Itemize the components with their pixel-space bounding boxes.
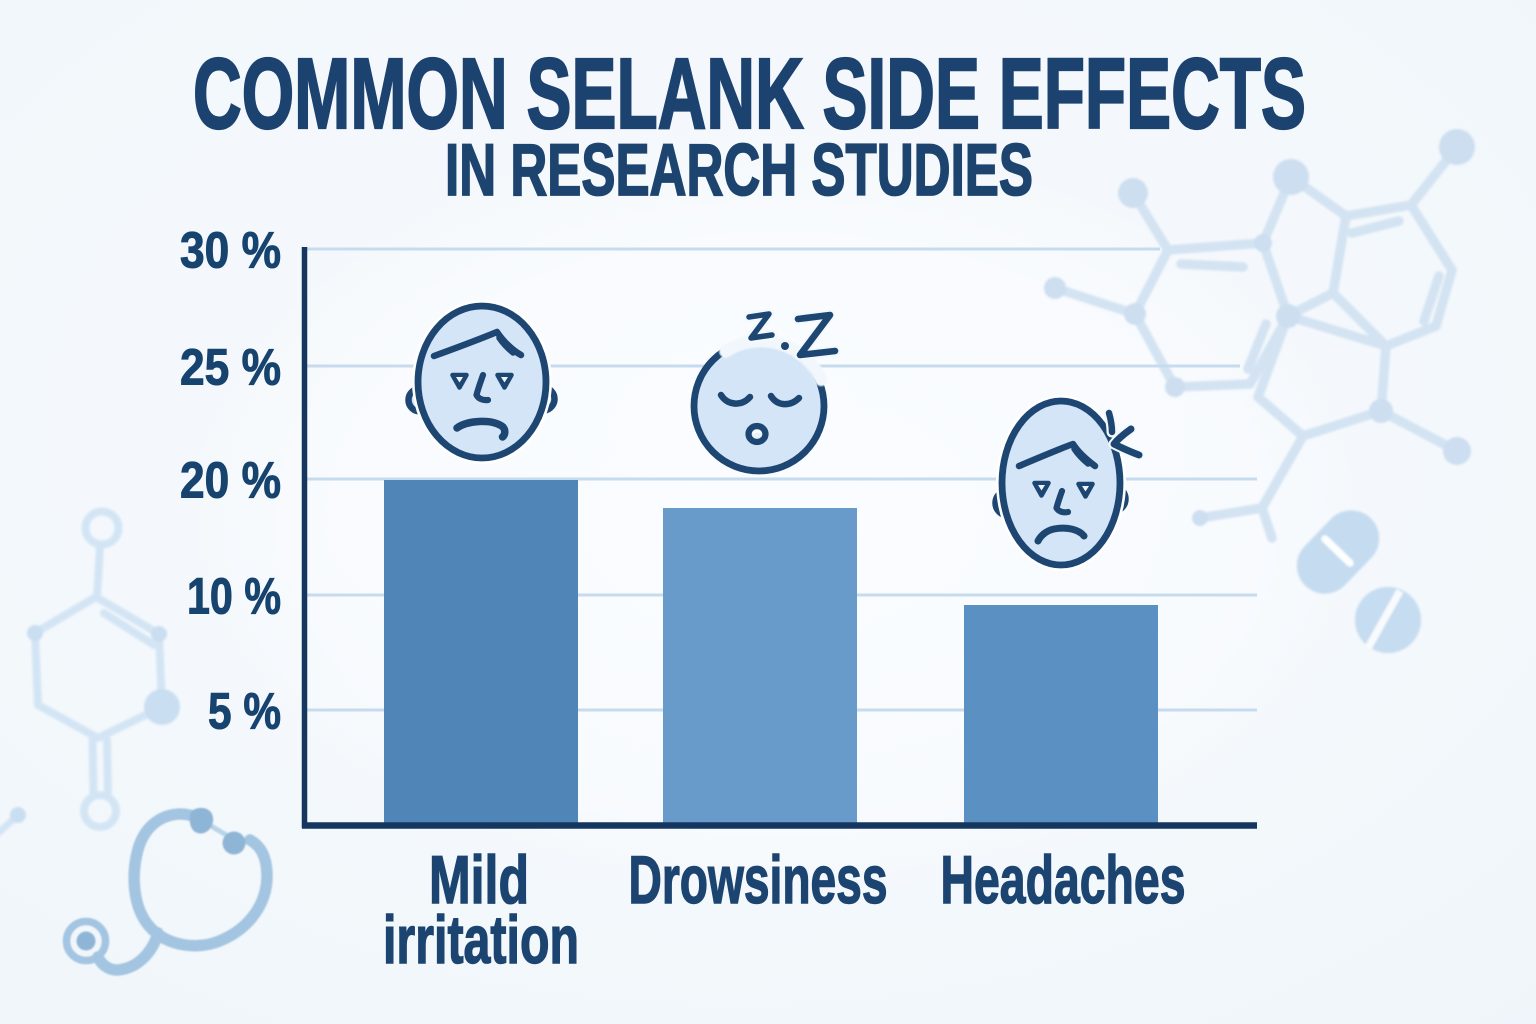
svg-text:Headaches: Headaches — [941, 842, 1186, 918]
svg-text:IN RESEARCH STUDIES: IN RESEARCH STUDIES — [445, 130, 1033, 211]
svg-text:30 %: 30 % — [180, 222, 281, 279]
svg-text:irritation: irritation — [383, 902, 579, 978]
svg-text:Mild: Mild — [429, 842, 529, 918]
svg-text:10 %: 10 % — [187, 568, 281, 625]
svg-text:20 %: 20 % — [180, 452, 281, 509]
svg-text:Drowsiness: Drowsiness — [629, 842, 888, 918]
svg-text:COMMON SELANK SIDE EFFECTS: COMMON SELANK SIDE EFFECTS — [193, 38, 1306, 150]
svg-text:25 %: 25 % — [180, 339, 281, 396]
svg-text:5 %: 5 % — [208, 683, 281, 740]
